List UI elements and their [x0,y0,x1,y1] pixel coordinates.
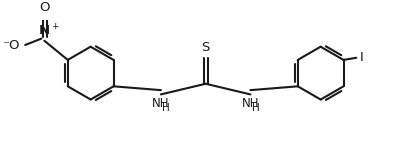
Text: ⁻O: ⁻O [2,38,19,52]
Text: NH: NH [242,97,259,110]
Text: H: H [162,103,170,112]
Text: H: H [252,103,259,112]
Text: I: I [360,51,363,64]
Text: NH: NH [152,97,170,110]
Text: O: O [39,1,50,14]
Text: S: S [201,41,210,54]
Text: N: N [39,24,50,37]
Text: +: + [51,22,58,31]
